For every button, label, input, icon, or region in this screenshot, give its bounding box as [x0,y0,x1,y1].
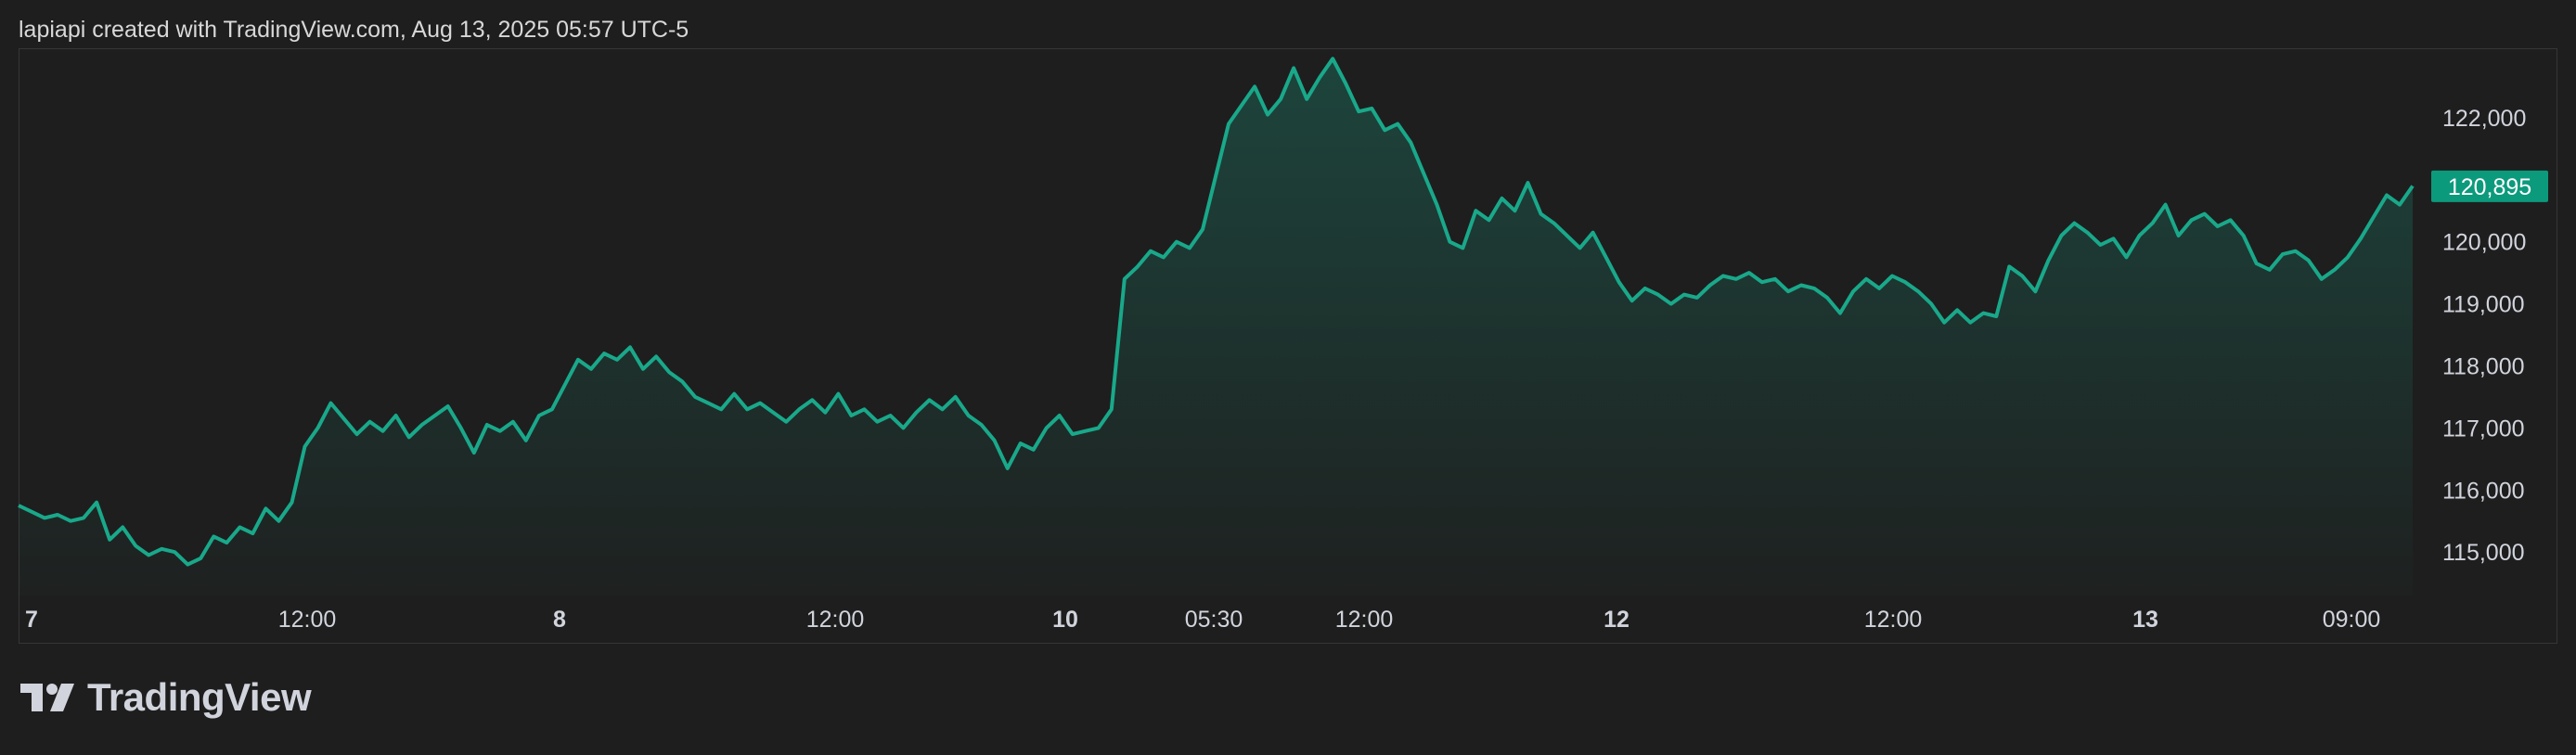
last-price-tag-background [2431,170,2548,202]
x-tick-label: 8 [553,607,566,633]
x-tick-label: 7 [25,607,38,633]
y-tick-label: 117,000 [2442,416,2525,441]
tradingview-logo-text: TradingView [87,675,312,719]
price-line [18,57,2415,567]
x-tick-label: 05:30 [1185,607,1243,633]
tradingview-logo: TradingView [20,675,312,720]
x-tick-label: 09:00 [2323,607,2381,633]
x-tick-label: 12:00 [1335,607,1394,633]
x-tick-label: 12:00 [806,607,865,633]
last-price-tag: 120,895 [2431,170,2548,202]
y-tick-label: 120,000 [2442,230,2526,256]
x-tick-label: 13 [2132,607,2158,633]
price-area-fill [19,58,2413,596]
y-tick-label: 122,000 [2442,106,2526,132]
y-tick-label: 118,000 [2442,353,2525,379]
last-price-label: 120,895 [2448,174,2531,200]
y-tick-label: 115,000 [2442,540,2525,566]
x-axis: 7 12:00 8 12:00 10 05:30 12:00 12 12:00 13 09:00 [25,607,2380,633]
y-tick-label: 116,000 [2442,478,2525,504]
x-tick-label: 12:00 [1864,607,1923,633]
tradingview-logo-icon [20,684,74,711]
chart-caption: lapiapi created with TradingView.com, Au… [19,17,689,43]
x-tick-label: 10 [1052,607,1078,633]
chart-frame[interactable] [19,48,2557,644]
y-tick-label: 119,000 [2442,292,2525,318]
x-tick-label: 12 [1604,607,1629,633]
x-tick-label: 12:00 [278,607,337,633]
